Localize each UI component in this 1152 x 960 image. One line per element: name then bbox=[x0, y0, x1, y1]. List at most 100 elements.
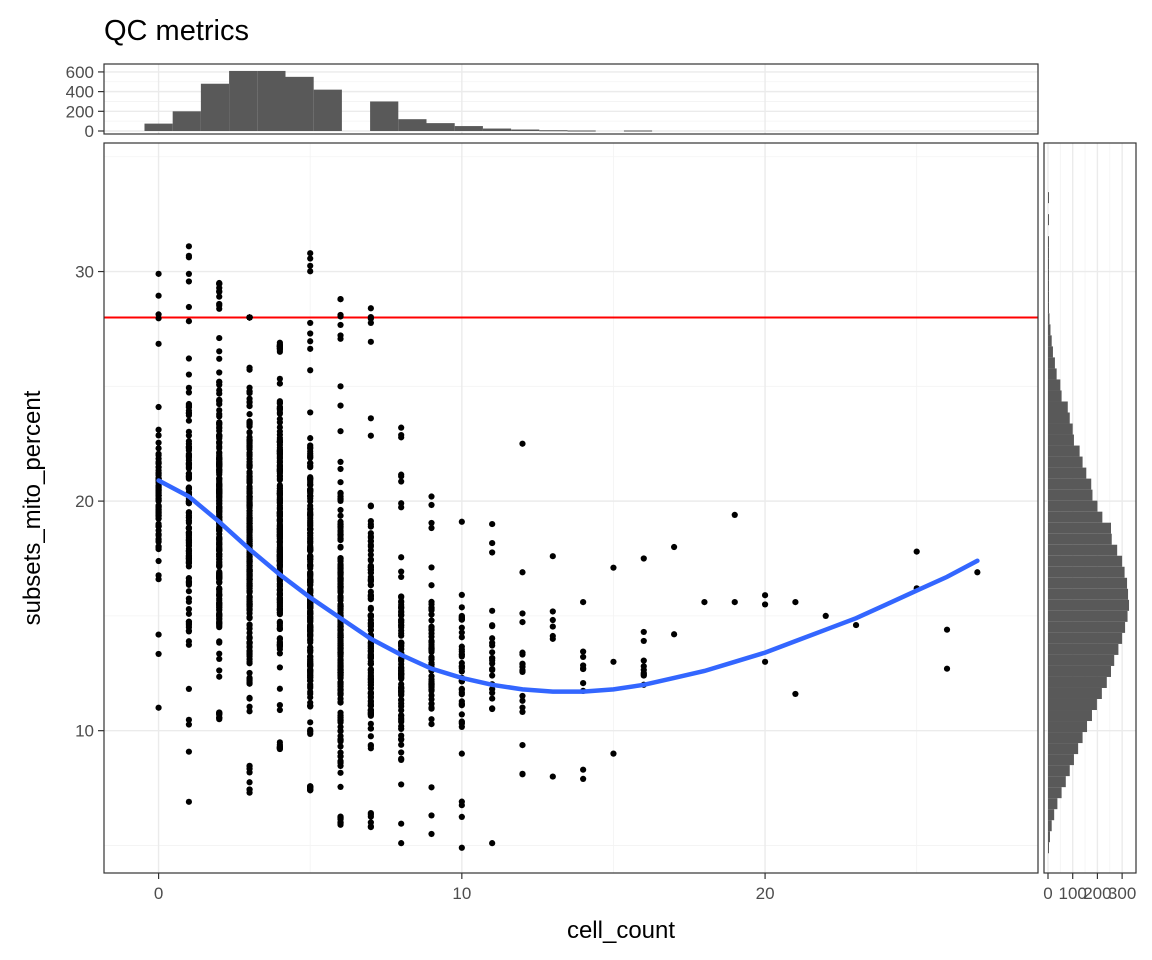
data-point bbox=[489, 840, 496, 847]
data-point bbox=[792, 690, 799, 698]
data-point bbox=[246, 640, 253, 647]
data-point bbox=[216, 400, 223, 408]
data-point bbox=[458, 643, 465, 650]
right-histogram-bar bbox=[1048, 346, 1053, 358]
data-point bbox=[458, 663, 465, 671]
data-point bbox=[428, 564, 435, 571]
data-point bbox=[337, 623, 344, 631]
data-point bbox=[337, 402, 344, 409]
right-x-tick-label: 200 bbox=[1083, 884, 1111, 903]
data-point bbox=[216, 561, 223, 568]
data-point bbox=[246, 314, 253, 321]
data-point bbox=[428, 493, 435, 500]
data-point bbox=[155, 557, 162, 565]
data-point bbox=[246, 523, 253, 530]
top-histogram-bar bbox=[229, 70, 258, 131]
data-point bbox=[398, 683, 405, 691]
right-histogram-bar bbox=[1048, 831, 1050, 843]
data-point bbox=[913, 548, 920, 555]
data-point bbox=[671, 543, 678, 551]
data-point bbox=[246, 658, 253, 665]
data-point bbox=[489, 655, 496, 662]
data-point bbox=[307, 255, 314, 262]
data-point bbox=[519, 668, 526, 676]
data-point bbox=[428, 623, 435, 630]
data-point bbox=[428, 611, 435, 618]
data-point bbox=[519, 770, 526, 777]
data-point bbox=[367, 733, 374, 740]
data-point bbox=[185, 716, 193, 723]
data-point bbox=[337, 683, 344, 690]
data-point bbox=[398, 755, 405, 762]
data-point bbox=[246, 440, 253, 447]
top-histogram-bar bbox=[426, 123, 455, 131]
right-histogram-bar bbox=[1048, 456, 1083, 468]
data-point bbox=[246, 610, 253, 617]
data-point bbox=[428, 682, 435, 689]
data-point bbox=[216, 471, 223, 478]
data-point bbox=[337, 819, 344, 826]
data-point bbox=[216, 667, 223, 674]
data-point bbox=[337, 296, 344, 303]
data-point bbox=[610, 658, 617, 665]
right-histogram-bar bbox=[1048, 566, 1125, 578]
data-point bbox=[367, 745, 374, 752]
data-point bbox=[580, 653, 587, 661]
data-point bbox=[246, 461, 253, 468]
data-point bbox=[398, 627, 405, 634]
data-point bbox=[428, 716, 435, 723]
right-histogram-bar bbox=[1048, 643, 1119, 655]
data-point bbox=[367, 652, 374, 659]
data-point bbox=[276, 485, 283, 492]
data-point bbox=[307, 623, 314, 630]
data-point bbox=[155, 546, 162, 553]
data-point bbox=[337, 523, 344, 530]
data-point bbox=[216, 460, 223, 467]
data-point bbox=[216, 407, 223, 414]
data-point bbox=[398, 645, 405, 652]
data-point bbox=[307, 475, 314, 482]
data-point bbox=[367, 658, 374, 665]
data-point bbox=[337, 583, 344, 590]
data-point bbox=[458, 518, 465, 525]
data-point bbox=[458, 634, 465, 641]
data-point bbox=[246, 419, 253, 427]
data-point bbox=[185, 428, 193, 435]
data-point bbox=[155, 631, 162, 638]
data-point bbox=[337, 769, 344, 776]
data-point bbox=[276, 599, 283, 606]
right-histogram-bar bbox=[1048, 280, 1049, 292]
data-point bbox=[640, 628, 647, 636]
top-histogram-bar bbox=[398, 119, 427, 131]
data-point bbox=[580, 665, 587, 672]
data-point bbox=[640, 637, 647, 645]
data-point bbox=[367, 591, 374, 599]
data-point bbox=[216, 543, 223, 550]
data-point bbox=[216, 655, 223, 663]
data-point bbox=[367, 556, 374, 563]
right-histogram-bar bbox=[1048, 754, 1074, 766]
data-point bbox=[185, 798, 193, 805]
data-point bbox=[307, 502, 314, 509]
data-point bbox=[367, 690, 374, 697]
data-point bbox=[216, 504, 223, 511]
data-point bbox=[307, 553, 314, 561]
data-point bbox=[246, 493, 253, 500]
right-histogram-bar bbox=[1048, 412, 1070, 424]
y-tick-label: 20 bbox=[75, 492, 94, 511]
data-point bbox=[276, 343, 283, 350]
data-point bbox=[307, 435, 314, 442]
y-axis-title: subsets_mito_percent bbox=[19, 390, 46, 625]
data-point bbox=[185, 278, 193, 285]
right-histogram-bar bbox=[1048, 214, 1049, 226]
data-point bbox=[307, 319, 314, 327]
data-point bbox=[307, 694, 314, 701]
right-histogram-bar bbox=[1048, 324, 1051, 336]
data-point bbox=[216, 305, 223, 312]
data-point bbox=[276, 745, 283, 752]
data-point bbox=[246, 534, 253, 541]
data-point bbox=[367, 612, 374, 619]
right-histogram-bar bbox=[1048, 787, 1062, 799]
data-point bbox=[185, 447, 193, 454]
